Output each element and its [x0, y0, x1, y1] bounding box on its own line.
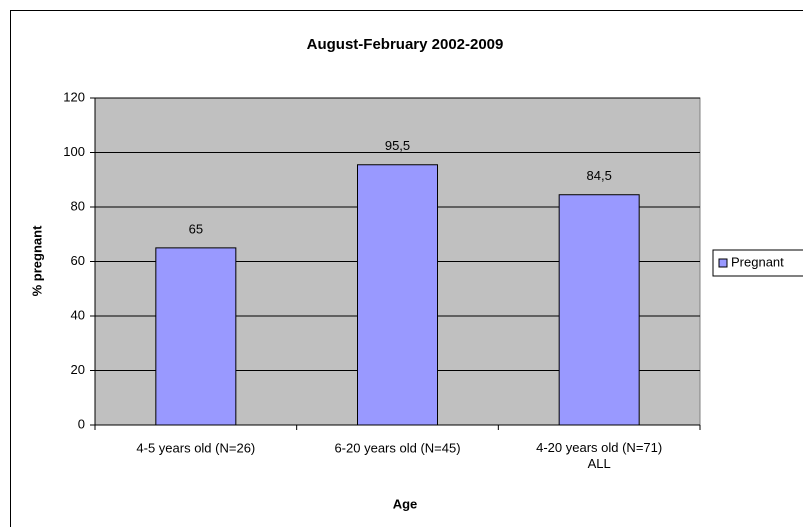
- data-label: 95,5: [385, 138, 410, 153]
- y-tick-label: 0: [78, 416, 85, 431]
- legend-label: Pregnant: [731, 254, 784, 269]
- bar: [155, 247, 237, 426]
- x-axis-label: Age: [393, 496, 418, 511]
- y-tick-label: 40: [71, 307, 85, 322]
- x-tick-label: 4-5 years old (N=26): [136, 440, 255, 455]
- legend-swatch: [718, 258, 728, 268]
- y-tick-label: 100: [63, 144, 85, 159]
- y-tick-label: 80: [71, 198, 85, 213]
- data-label: 84,5: [587, 168, 612, 183]
- y-tick-label: 20: [71, 362, 85, 377]
- bar: [357, 164, 438, 426]
- legend-box: [712, 249, 803, 277]
- x-tick-label: 6-20 years old (N=45): [334, 440, 460, 455]
- bar: [558, 194, 640, 426]
- chart-title: August-February 2002-2009: [307, 36, 504, 53]
- y-tick-label: 60: [71, 253, 85, 268]
- data-label: 65: [189, 221, 203, 236]
- x-tick-label: 4-20 years old (N=71) ALL: [536, 440, 662, 471]
- y-axis-label: % pregnant: [29, 225, 44, 296]
- y-tick-label: 120: [63, 89, 85, 104]
